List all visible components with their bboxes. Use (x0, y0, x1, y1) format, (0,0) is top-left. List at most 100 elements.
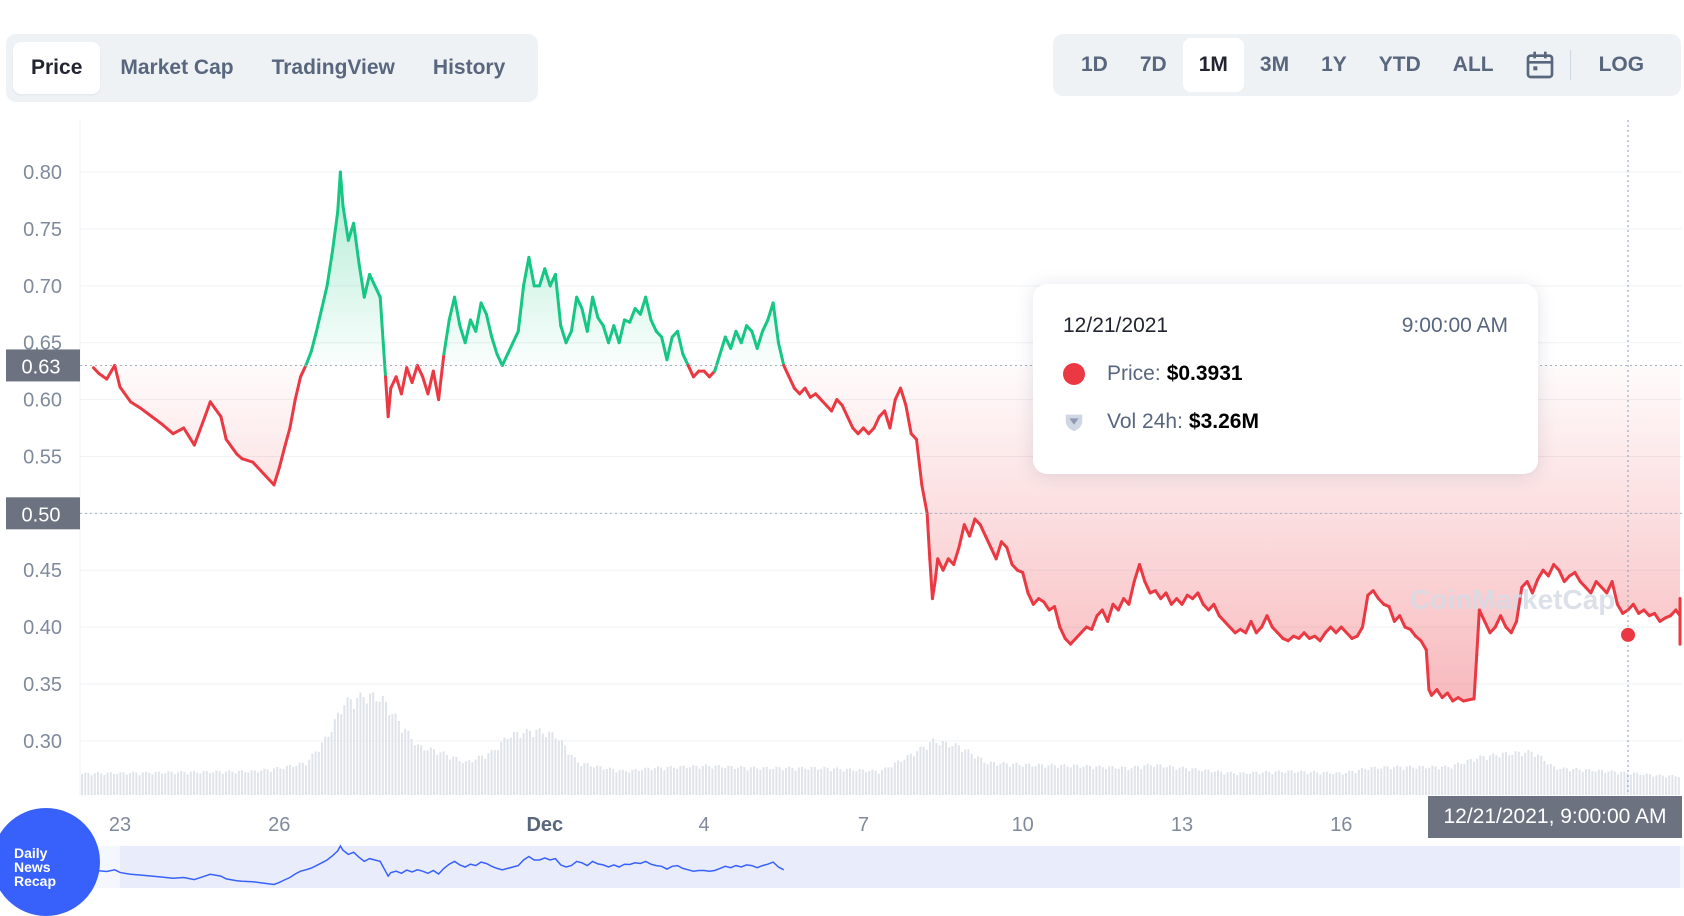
volume-bar (1335, 772, 1338, 795)
volume-bar (1447, 767, 1450, 795)
volume-bar (772, 769, 775, 795)
tooltip-vol-value: $3.26M (1188, 410, 1259, 433)
volume-bar (647, 767, 650, 795)
price-line-segment (1493, 614, 1503, 629)
range-1d[interactable]: 1D (1081, 53, 1108, 76)
price-line-segment (97, 371, 109, 381)
price-line-segment (628, 307, 637, 324)
volume-bar (474, 759, 477, 795)
volume-bar (861, 769, 864, 795)
volume-bar (609, 767, 611, 795)
tab-tradingview[interactable]: TradingView (271, 56, 395, 79)
volume-bar (1268, 771, 1271, 795)
volume-bar (820, 768, 823, 795)
range-all[interactable]: ALL (1452, 53, 1494, 76)
volume-bar (1661, 775, 1664, 795)
tab-market-cap[interactable]: Market Cap (120, 56, 234, 79)
y-tick-label: 0.40 (23, 617, 62, 639)
log-toggle[interactable]: LOG (1598, 53, 1645, 76)
volume-bar (1620, 772, 1623, 795)
price-line-segment (1398, 614, 1407, 629)
price-line-segment (1042, 600, 1051, 612)
price-line-segment (803, 386, 812, 399)
volume-bar (765, 766, 768, 795)
volume-bar (858, 769, 861, 795)
volume-bar (317, 751, 320, 795)
volume-bar (775, 766, 778, 795)
volume-bar (666, 766, 669, 795)
volume-bar (897, 760, 899, 795)
volume-bar (1463, 763, 1466, 795)
volume-bar (369, 693, 371, 795)
volume-bar (151, 774, 154, 795)
volume-bar (535, 729, 538, 795)
price-line-segment (1515, 585, 1524, 623)
volume-bar (922, 746, 925, 795)
range-1y[interactable]: 1Y (1321, 53, 1347, 76)
volume-bar (1284, 772, 1287, 795)
volume-bar (1636, 772, 1639, 795)
range-1m[interactable]: 1M (1182, 38, 1244, 92)
volume-bar (548, 731, 551, 795)
volume-bar (1565, 768, 1568, 795)
volume-bar (276, 767, 279, 795)
tab-price[interactable]: Price (13, 42, 101, 94)
volume-bar (1005, 763, 1008, 795)
volume-bar (289, 764, 291, 795)
price-line-segment (1355, 625, 1365, 638)
volume-bar (801, 766, 803, 795)
volume-bar (513, 731, 515, 795)
volume-bar (586, 763, 589, 795)
tab-history[interactable]: History (432, 56, 506, 79)
price-line-segment (1265, 614, 1274, 629)
range-7d[interactable]: 7D (1139, 53, 1167, 76)
volume-bar (1377, 768, 1379, 795)
volume-bar (279, 768, 282, 795)
volume-bar (884, 767, 887, 795)
volume-bar (1393, 767, 1395, 795)
volume-bar (180, 771, 183, 795)
volume-bar (106, 772, 109, 795)
volume-bar (1271, 774, 1274, 795)
volume-bar (1041, 764, 1043, 795)
x-tick-label: 16 (1330, 814, 1352, 836)
volume-bar (1501, 752, 1504, 795)
price-line-segment (1127, 580, 1136, 606)
y-tick-label: 0.80 (23, 162, 62, 184)
price-line-segment (330, 210, 340, 254)
volume-bar (663, 770, 666, 795)
volume-bar (1591, 771, 1594, 795)
volume-bar (445, 754, 448, 795)
volume-bar (833, 768, 835, 795)
volume-bar (125, 774, 128, 795)
volume-bar (1073, 764, 1075, 795)
volume-bar (1322, 772, 1325, 795)
volume-bar (967, 749, 970, 795)
calendar-icon[interactable] (1524, 49, 1556, 81)
badge-line-3: Recap (14, 873, 57, 889)
daily-news-recap-badge[interactable]: Daily News Recap (0, 808, 100, 916)
badge-line-2: News (14, 859, 51, 875)
price-line-segment (660, 335, 669, 362)
volume-bar (1482, 756, 1485, 795)
range-3m[interactable]: 3M (1259, 53, 1290, 76)
volume-bar (177, 772, 179, 795)
volume-bar (1575, 768, 1578, 795)
volume-bar (916, 751, 919, 795)
price-line-segment (920, 483, 929, 515)
navigator-window[interactable] (120, 846, 1680, 888)
volume-bar (1207, 769, 1210, 795)
range-ytd[interactable]: YTD (1378, 53, 1421, 76)
volume-bar (135, 772, 138, 795)
price-line-segment (129, 400, 143, 411)
price-line-segment (1090, 614, 1099, 631)
volume-bar (433, 749, 435, 795)
volume-bar (1319, 774, 1322, 795)
volume-bar (1617, 774, 1619, 795)
reference-label-box (6, 497, 80, 530)
volume-bar (1124, 767, 1127, 795)
volume-bar (1373, 766, 1376, 795)
volume-bar (1658, 774, 1661, 795)
volume-bar (788, 766, 791, 795)
volume-bar (407, 730, 410, 795)
